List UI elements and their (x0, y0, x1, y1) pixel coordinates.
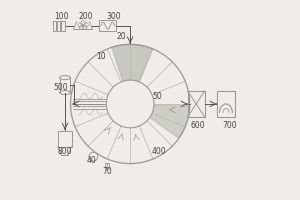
Text: 500: 500 (53, 83, 68, 92)
Bar (61, 21, 64, 31)
Bar (53, 21, 56, 31)
Text: 800: 800 (58, 147, 72, 156)
Text: 40: 40 (86, 156, 96, 165)
Bar (188, 91, 205, 117)
Text: 70: 70 (102, 167, 112, 176)
Text: 300: 300 (106, 12, 121, 21)
Text: 20: 20 (116, 32, 126, 41)
Bar (217, 91, 236, 117)
Text: 100: 100 (54, 12, 69, 21)
Text: 700: 700 (222, 121, 237, 130)
Polygon shape (150, 105, 190, 138)
Text: 400: 400 (152, 147, 166, 156)
Bar (99, 20, 116, 31)
Bar (57, 21, 60, 31)
Bar (58, 131, 71, 147)
Text: 600: 600 (190, 121, 205, 130)
Circle shape (106, 80, 154, 128)
Text: 200: 200 (78, 12, 93, 21)
Polygon shape (112, 44, 152, 82)
Text: 50: 50 (152, 92, 162, 101)
Text: 10: 10 (97, 52, 106, 61)
